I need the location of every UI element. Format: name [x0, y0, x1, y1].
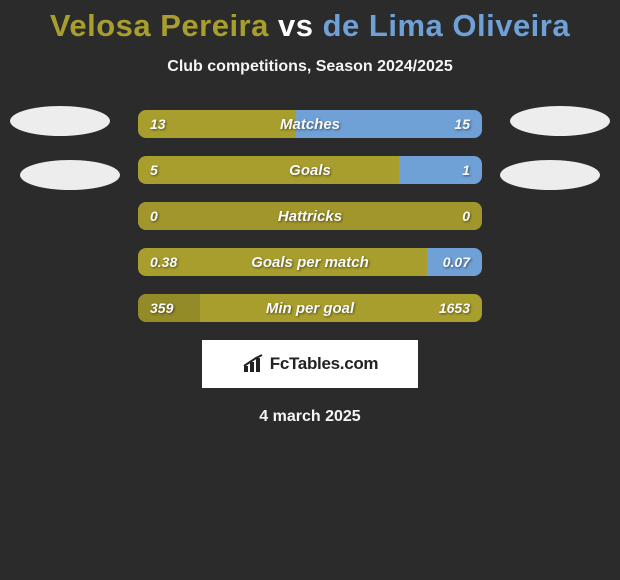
player1-avatar-placeholder-bottom: [20, 160, 120, 190]
player2-avatar-placeholder-bottom: [500, 160, 600, 190]
comparison-bars: 1315Matches 51Goals 00Hattricks 0.380.07Goa…: [138, 110, 482, 322]
title-player1: Velosa Pereira: [50, 8, 269, 43]
subtitle: Club competitions, Season 2024/2025: [0, 58, 620, 76]
stat-label: Hattricks: [138, 202, 482, 230]
stat-bar: 51Goals: [138, 156, 482, 184]
stat-label: Matches: [138, 110, 482, 138]
page-title: Velosa Pereira vs de Lima Oliveira: [0, 0, 620, 44]
brand-badge: FcTables.com: [202, 340, 418, 388]
stat-label: Goals: [138, 156, 482, 184]
date-text: 4 march 2025: [0, 408, 620, 426]
title-player2: de Lima Oliveira: [323, 8, 571, 43]
chart-area: 1315Matches 51Goals 00Hattricks 0.380.07Goa…: [0, 110, 620, 426]
player2-avatar-placeholder-top: [510, 106, 610, 136]
player1-avatar-placeholder-top: [10, 106, 110, 136]
stat-bar: 00Hattricks: [138, 202, 482, 230]
title-vs: vs: [278, 8, 313, 43]
stat-label: Goals per match: [138, 248, 482, 276]
stat-label: Min per goal: [138, 294, 482, 322]
stat-bar: 0.380.07Goals per match: [138, 248, 482, 276]
chart-icon: [242, 354, 266, 374]
stat-bar: 1315Matches: [138, 110, 482, 138]
stat-bar: 3591653Min per goal: [138, 294, 482, 322]
brand-text: FcTables.com: [270, 354, 379, 374]
